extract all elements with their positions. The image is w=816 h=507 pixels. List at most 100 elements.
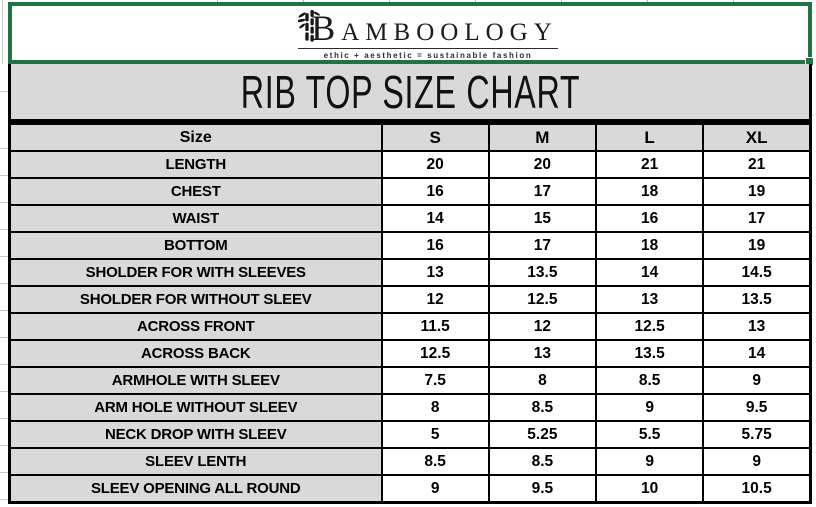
measurement-cell: 18 xyxy=(594,177,705,206)
brand-wordmark: B AMBOOLOGY xyxy=(297,6,558,48)
gridline-artifact xyxy=(303,0,304,2)
measurement-cell: 14.5 xyxy=(702,258,812,287)
table-row: NECK DROP WITH SLEEV 5 5.25 5.5 5.75 xyxy=(8,420,812,449)
measurement-cell: 8.5 xyxy=(594,366,705,395)
measurement-cell: 7.5 xyxy=(380,366,490,395)
gridline-artifact xyxy=(475,0,476,2)
measurement-cell: 9 xyxy=(594,447,705,476)
measurement-cell: 8.5 xyxy=(487,447,598,476)
table-row: ARM HOLE WITHOUT SLEEV 8 8.5 9 9.5 xyxy=(8,393,812,422)
measurement-cell: 14 xyxy=(380,204,490,233)
measurement-cell: 8 xyxy=(487,366,598,395)
measurement-cell: 9 xyxy=(702,366,812,395)
measurement-cell: 9.5 xyxy=(487,474,598,504)
measurement-cell: 13.5 xyxy=(702,285,812,314)
table-row: ACROSS FRONT 11.5 12 12.5 13 xyxy=(8,312,812,341)
measurement-cell: 13.5 xyxy=(594,339,705,368)
gridline-artifact xyxy=(733,0,734,2)
measurement-cell: 10 xyxy=(594,474,705,504)
measurement-cell: 9 xyxy=(594,393,705,422)
measurement-cell: 9 xyxy=(380,474,490,504)
measurement-cell: 13.5 xyxy=(487,258,598,287)
measurement-cell: 14 xyxy=(594,258,705,287)
page-title: RIB TOP SIZE CHART xyxy=(240,65,580,118)
wordmark-rest: AMBOOLOGY xyxy=(341,19,558,46)
row-label: LENGTH xyxy=(8,150,383,179)
measurement-cell: 17 xyxy=(487,231,598,260)
measurement-cell: 5.5 xyxy=(594,420,705,449)
logo-divider xyxy=(298,48,558,49)
row-label: WAIST xyxy=(8,204,383,233)
brand-logo: B AMBOOLOGY ethic + aesthetic = sustaina… xyxy=(297,6,558,60)
size-table-body: LENGTH 20 20 21 21 CHEST 16 17 18 19 WAIST 14 15 16 17… xyxy=(8,150,812,504)
gridline-artifact xyxy=(647,0,648,2)
row-label: ARM HOLE WITHOUT SLEEV xyxy=(8,393,383,422)
measurement-cell: 8 xyxy=(380,393,490,422)
measurement-cell: 12.5 xyxy=(380,339,490,368)
measurement-cell: 9.5 xyxy=(702,393,812,422)
table-row: ARMHOLE WITH SLEEV 7.5 8 8.5 9 xyxy=(8,366,812,395)
table-row: ACROSS BACK 12.5 13 13.5 14 xyxy=(8,339,812,368)
measurement-cell: 5.75 xyxy=(702,420,812,449)
measurement-cell: 20 xyxy=(380,150,490,179)
table-row: SLEEV LENTH 8.5 8.5 9 9 xyxy=(8,447,812,476)
measurement-cell: 10.5 xyxy=(702,474,812,504)
measurement-cell: 18 xyxy=(594,231,705,260)
row-label: SHOLDER FOR WITH SLEEVES xyxy=(8,258,383,287)
measurement-cell: 13 xyxy=(487,339,598,368)
gridline-artifact xyxy=(561,0,562,2)
row-label: ARMHOLE WITH SLEEV xyxy=(8,366,383,395)
measurement-cell: 21 xyxy=(702,150,812,179)
column-header-l: L xyxy=(594,122,705,152)
row-label: BOTTOM xyxy=(8,231,383,260)
measurement-cell: 19 xyxy=(702,231,812,260)
measurement-cell: 21 xyxy=(594,150,705,179)
gridline-gutter xyxy=(0,122,8,504)
table-row: BOTTOM 16 17 18 19 xyxy=(8,231,812,260)
table-row: LENGTH 20 20 21 21 xyxy=(8,150,812,179)
wordmark-initial: B xyxy=(311,8,342,48)
measurement-cell: 17 xyxy=(487,177,598,206)
measurement-cell: 20 xyxy=(487,150,598,179)
measurement-cell: 9 xyxy=(702,447,812,476)
column-header-m: M xyxy=(487,122,598,152)
size-table-header-row: Size S M L XL xyxy=(8,122,812,152)
row-label: ACROSS FRONT xyxy=(8,312,383,341)
measurement-cell: 14 xyxy=(702,339,812,368)
gridline-artifact xyxy=(389,0,390,2)
measurement-cell: 5 xyxy=(380,420,490,449)
measurement-cell: 12.5 xyxy=(594,312,705,341)
brand-logo-cell[interactable]: B AMBOOLOGY ethic + aesthetic = sustaina… xyxy=(8,2,812,64)
measurement-cell: 8.5 xyxy=(380,447,490,476)
measurement-cell: 8.5 xyxy=(487,393,598,422)
row-label: SLEEV LENTH xyxy=(8,447,383,476)
row-label: SLEEV OPENING ALL ROUND xyxy=(8,474,383,504)
row-label: NECK DROP WITH SLEEV xyxy=(8,420,383,449)
table-row: SLEEV OPENING ALL ROUND 9 9.5 10 10.5 xyxy=(8,474,812,504)
measurement-cell: 13 xyxy=(380,258,490,287)
measurement-cell: 12.5 xyxy=(487,285,598,314)
gridline-artifact xyxy=(217,0,218,2)
measurement-cell: 16 xyxy=(594,204,705,233)
table-row: SHOLDER FOR WITH SLEEVES 13 13.5 14 14.5 xyxy=(8,258,812,287)
measurement-cell: 5.25 xyxy=(487,420,598,449)
measurement-cell: 16 xyxy=(380,231,490,260)
row-label: ACROSS BACK xyxy=(8,339,383,368)
table-row: CHEST 16 17 18 19 xyxy=(8,177,812,206)
bamboo-icon xyxy=(297,9,321,48)
table-row: SHOLDER FOR WITHOUT SLEEV 12 12.5 13 13.5 xyxy=(8,285,812,314)
measurement-cell: 19 xyxy=(702,177,812,206)
measurement-cell: 13 xyxy=(594,285,705,314)
chart-title-bar: RIB TOP SIZE CHART xyxy=(8,64,812,122)
column-header-xl: XL xyxy=(702,122,812,152)
column-header-s: S xyxy=(380,122,490,152)
measurement-cell: 12 xyxy=(380,285,490,314)
column-header-size: Size xyxy=(8,122,383,152)
measurement-cell: 15 xyxy=(487,204,598,233)
gridline-artifact xyxy=(2,0,3,64)
measurement-cell: 13 xyxy=(702,312,812,341)
measurement-cell: 16 xyxy=(380,177,490,206)
measurement-cell: 17 xyxy=(702,204,812,233)
size-chart-table: Size S M L XL LENGTH 20 20 21 21 CHEST 16 17 18 19 WAI… xyxy=(8,122,812,504)
